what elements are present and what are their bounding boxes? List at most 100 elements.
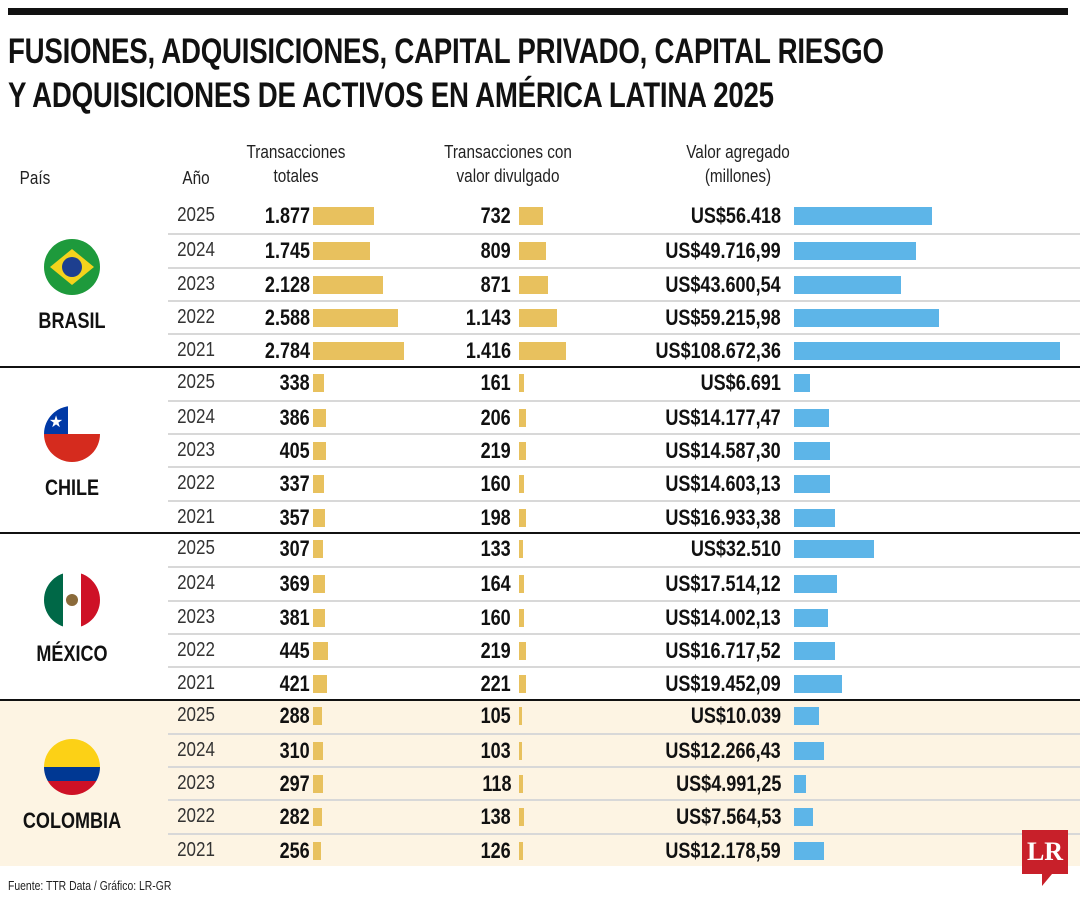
table-row: 2025 288 105 US$10.039 — [168, 700, 1080, 733]
disclosed-bar — [519, 373, 525, 392]
total-value: 1.877 — [264, 203, 310, 228]
total-bar — [313, 275, 383, 294]
total-value: 297 — [279, 771, 310, 797]
year-cell: 2025 — [177, 204, 215, 226]
table-row: 2022 337 160 US$14.603,13 — [168, 466, 1080, 499]
aggregate-value: US$12.266,43 — [665, 737, 781, 763]
year-cell: 2023 — [177, 772, 215, 795]
aggregate-value: US$32.510 — [690, 536, 781, 561]
total-value: 2.784 — [264, 338, 310, 364]
disclosed-value: 103 — [480, 737, 511, 763]
disclosed-value: 732 — [480, 203, 511, 228]
svg-text:★: ★ — [49, 414, 63, 431]
total-bar — [313, 608, 326, 627]
header-total-l2: totales — [273, 166, 319, 186]
total-bar — [313, 242, 371, 261]
total-bar — [313, 675, 327, 694]
total-bar — [313, 575, 326, 594]
table-row: 2021 2.784 1.416 US$108.672,36 — [168, 333, 1080, 366]
total-bar — [313, 841, 322, 860]
total-bar — [313, 442, 327, 461]
table-row: 2025 1.877 732 US$56.418 — [168, 200, 1080, 233]
year-cell: 2023 — [177, 439, 215, 462]
aggregate-value: US$14.002,13 — [665, 604, 781, 630]
disclosed-bar — [519, 775, 523, 794]
table-row: 2024 386 206 US$14.177,47 — [168, 399, 1080, 433]
disclosed-value: 871 — [480, 271, 511, 297]
header-total-l1: Transacciones — [246, 142, 346, 162]
disclosed-bar — [519, 608, 525, 627]
disclosed-bar — [519, 540, 524, 558]
total-value: 338 — [279, 369, 310, 395]
table-row: 2025 338 161 US$6.691 — [168, 367, 1080, 400]
header-disclosed-l2: valor divulgado — [456, 166, 560, 186]
colombia-flag-icon — [44, 738, 100, 795]
aggregate-bar — [794, 841, 824, 860]
table-row: 2024 1.745 809 US$49.716,99 — [168, 233, 1080, 266]
lr-logo: LR — [1022, 830, 1068, 886]
aggregate-bar — [794, 442, 830, 461]
disclosed-value: 809 — [480, 238, 511, 264]
country-label: BRASIL — [38, 308, 106, 334]
aggregate-bar — [794, 508, 836, 527]
total-bar — [313, 408, 326, 427]
year-cell: 2025 — [177, 537, 215, 559]
aggregate-value: US$56.418 — [690, 203, 781, 228]
country-group-brasil: BRASIL 2025 1.877 732 US$56.418 2024 1.745 809 U… — [0, 200, 1080, 367]
disclosed-bar — [519, 641, 527, 660]
total-value: 381 — [279, 604, 310, 630]
total-value: 405 — [279, 438, 310, 464]
total-value: 445 — [279, 637, 310, 663]
brazil-flag-icon — [44, 239, 100, 296]
table-row: 2024 310 103 US$12.266,43 — [168, 732, 1080, 766]
disclosed-bar — [519, 675, 527, 694]
aggregate-bar — [794, 775, 807, 794]
country-group-chile: ★ CHILE 2025 338 161 US$6.691 2024 386 206 US$14.… — [0, 367, 1080, 534]
total-value: 421 — [279, 671, 310, 697]
total-bar — [313, 508, 325, 527]
year-cell: 2021 — [177, 838, 215, 861]
total-value: 310 — [279, 737, 310, 763]
table-row: 2023 2.128 871 US$43.600,54 — [168, 266, 1080, 300]
aggregate-bar — [794, 207, 933, 225]
aggregate-bar — [794, 575, 837, 594]
disclosed-bar — [519, 808, 524, 827]
aggregate-bar — [794, 242, 916, 261]
total-value: 288 — [279, 702, 310, 728]
disclosed-bar — [519, 408, 526, 427]
aggregate-bar — [794, 408, 829, 427]
mexico-flag-icon — [44, 572, 100, 629]
aggregate-bar — [794, 675, 842, 694]
year-cell: 2024 — [177, 738, 215, 761]
disclosed-value: 1.143 — [465, 304, 511, 330]
disclosed-bar — [519, 275, 548, 294]
year-cell: 2021 — [177, 505, 215, 528]
aggregate-value: US$4.991,25 — [675, 771, 781, 797]
total-bar — [313, 540, 324, 558]
year-cell: 2022 — [177, 805, 215, 828]
aggregate-value: US$6.691 — [700, 369, 781, 395]
year-cell: 2023 — [177, 272, 215, 295]
total-value: 386 — [279, 404, 310, 430]
title-line-1: FUSIONES, ADQUISICIONES, CAPITAL PRIVADO… — [8, 32, 884, 71]
group-separator — [0, 698, 1080, 701]
total-bar — [313, 641, 328, 660]
header-value-l1: Valor agregado — [686, 142, 790, 162]
aggregate-bar — [794, 308, 940, 327]
year-cell: 2023 — [177, 605, 215, 628]
header-disclosed: Transacciones con valor divulgado — [432, 140, 585, 188]
total-bar — [313, 207, 375, 225]
disclosed-bar — [519, 508, 526, 527]
table-row: 2023 405 219 US$14.587,30 — [168, 433, 1080, 466]
total-value: 2.128 — [264, 271, 310, 297]
year-cell: 2022 — [177, 638, 215, 661]
disclosed-bar — [519, 475, 525, 494]
disclosed-bar — [519, 207, 544, 225]
total-value: 1.745 — [264, 238, 310, 264]
disclosed-value: 160 — [480, 471, 511, 497]
disclosed-bar — [519, 242, 546, 261]
aggregate-value: US$7.564,53 — [675, 804, 781, 830]
header-disclosed-l1: Transacciones con — [444, 142, 572, 162]
aggregate-bar — [794, 475, 830, 494]
aggregate-bar — [794, 373, 811, 392]
